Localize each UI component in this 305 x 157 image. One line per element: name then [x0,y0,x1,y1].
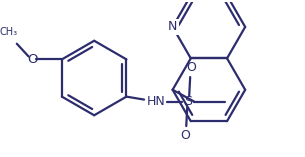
Text: CH₃: CH₃ [0,27,18,37]
Text: O: O [186,61,196,74]
Text: S: S [184,95,192,108]
Text: O: O [27,53,38,66]
Text: HN: HN [146,95,165,108]
Text: O: O [180,129,190,142]
Text: N: N [168,20,177,33]
